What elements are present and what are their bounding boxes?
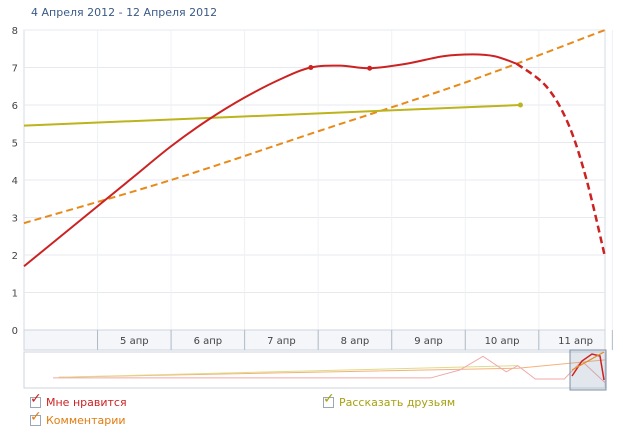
y-tick-label: 6 — [12, 101, 18, 112]
x-tick-label: 6 апр — [194, 336, 223, 347]
navigator-line-comments — [58, 359, 606, 378]
y-tick-label: 2 — [12, 251, 18, 262]
series-line-2 — [23, 104, 521, 127]
series-point-0 — [308, 65, 314, 70]
check-icon: ✓ — [30, 409, 42, 425]
chart-grid — [23, 29, 613, 331]
check-icon: ✓ — [323, 391, 335, 407]
checkbox-likes[interactable]: ✓ — [30, 392, 42, 408]
y-tick-label: 4 — [12, 176, 18, 187]
checkbox-comments[interactable]: ✓ — [30, 410, 42, 426]
series-line-1 — [23, 29, 606, 225]
legend-item-comments[interactable]: ✓ Комментарии — [30, 410, 126, 427]
navigator-selection-comments — [571, 351, 605, 371]
legend-label-likes: Мне нравится — [46, 396, 127, 409]
legend-label-comments: Комментарии — [46, 414, 126, 427]
series-point-0 — [367, 65, 373, 71]
line-chart[interactable]: 0 1 2 3 4 5 6 7 8 5 апр 6 апр 7 апр 8 апр 9 апр 10 апр… — [0, 0, 623, 392]
y-tick-label: 8 — [12, 26, 18, 37]
legend-item-likes[interactable]: ✓ Мне нравится — [30, 392, 127, 409]
navigator-frame — [23, 351, 606, 389]
x-tick-label: 10 апр — [485, 336, 520, 347]
checkbox-share[interactable]: ✓ — [323, 392, 335, 408]
legend-item-share[interactable]: ✓ Рассказать друзьям — [323, 392, 456, 409]
date-range-title: 4 Апреля 2012 - 12 Апреля 2012 — [31, 6, 218, 19]
navigator-line-share — [58, 365, 518, 378]
x-axis-band — [23, 329, 606, 351]
y-tick-label: 3 — [12, 214, 18, 225]
series-point-2 — [517, 102, 523, 108]
series-forecast-0 — [515, 62, 607, 258]
check-icon: ✓ — [30, 391, 42, 407]
x-tick-label: 11 апр — [558, 336, 593, 347]
y-tick-label: 1 — [12, 289, 18, 300]
x-tick-label: 8 апр — [341, 336, 370, 347]
legend-label-share: Рассказать друзьям — [339, 396, 456, 409]
series-line-0 — [23, 53, 518, 268]
x-tick-label: 7 апр — [267, 336, 296, 347]
chart-series — [23, 29, 607, 268]
y-tick-label: 5 — [12, 139, 18, 150]
x-tick-label: 9 апр — [414, 336, 443, 347]
chart-navigator — [23, 349, 607, 391]
y-tick-label: 7 — [12, 64, 18, 75]
x-tick-label: 5 апр — [120, 336, 149, 347]
y-tick-label: 0 — [12, 326, 18, 337]
chart-axes: 0 1 2 3 4 5 6 7 8 5 апр 6 апр 7 апр 8 апр 9 апр 10 апр… — [12, 26, 613, 351]
